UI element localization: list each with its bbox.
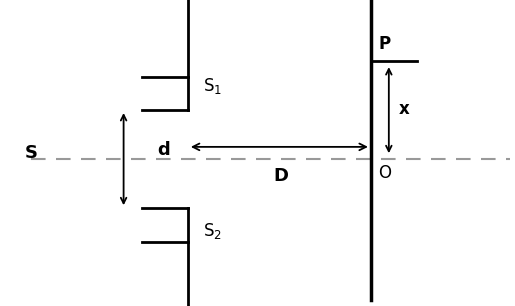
Text: D: D bbox=[273, 167, 288, 185]
Text: S: S bbox=[24, 144, 38, 162]
Text: d: d bbox=[158, 141, 170, 159]
Text: P: P bbox=[379, 35, 391, 53]
Text: S$_2$: S$_2$ bbox=[203, 221, 222, 241]
Text: x: x bbox=[399, 100, 410, 118]
Text: O: O bbox=[379, 164, 391, 182]
Text: S$_1$: S$_1$ bbox=[203, 76, 222, 96]
